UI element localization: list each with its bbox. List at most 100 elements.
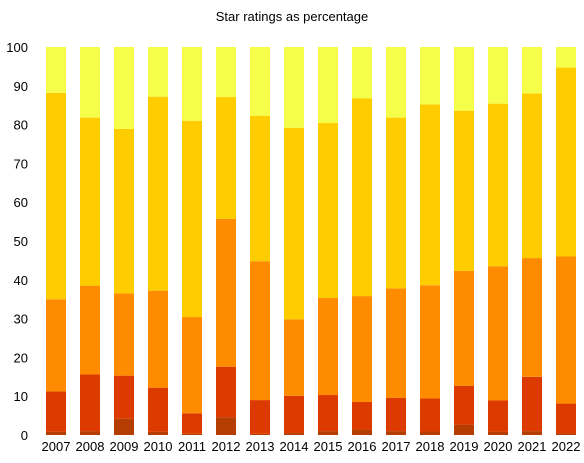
bar-segment-2012-s5 [216,47,236,98]
bar-segment-2015-s3 [318,298,338,396]
bar-segment-2007-s3 [46,299,66,392]
x-tick-label: 2012 [212,439,241,454]
bar-segment-2022-s2 [556,403,576,434]
bar-segment-2010-s2 [148,387,168,432]
y-tick-label: 40 [14,273,28,288]
bar-segment-2008-s1 [80,431,100,435]
x-tick-label: 2019 [450,439,479,454]
x-tick-label: 2020 [484,439,513,454]
bar-segment-2018-s2 [420,398,440,432]
bar-segment-2013-s5 [250,47,270,116]
bar-segment-2008-s5 [80,47,100,118]
bar-segment-2013-s2 [250,400,270,434]
bar-segment-2021-s2 [522,376,542,432]
bar-segment-2018-s4 [420,104,440,286]
bar-segment-2019-s2 [454,385,474,425]
bar-segment-2010-s4 [148,96,168,291]
x-tick-label: 2014 [280,439,309,454]
bar-segment-2021-s3 [522,258,542,377]
bar-segment-2016-s4 [352,98,372,297]
bar-segment-2021-s5 [522,47,542,94]
bar-segment-2017-s2 [386,397,406,432]
y-tick-label: 100 [6,40,28,55]
bar-segment-2009-s3 [114,293,134,376]
bar-segment-2014-s4 [284,127,304,320]
y-tick-label: 60 [14,195,28,210]
bar-segment-2011-s4 [182,120,202,318]
bar-segment-2019-s1 [454,424,474,435]
bar-segment-2007-s4 [46,92,66,300]
y-tick-label: 90 [14,79,28,94]
x-tick-label: 2022 [552,439,581,454]
bar-segment-2011-s5 [182,47,202,121]
bar-segment-2016-s5 [352,47,372,99]
bar-segment-2008-s4 [80,117,100,286]
bar-segment-2012-s2 [216,366,236,418]
x-tick-label: 2015 [314,439,343,454]
bar-segment-2011-s2 [182,413,202,434]
bar-segment-2020-s4 [488,103,508,267]
bar-segment-2009-s2 [114,375,134,419]
bar-segment-2012-s3 [216,218,236,367]
bar-segment-2018-s1 [420,431,440,435]
bar-segment-2015-s2 [318,395,338,432]
bar-segment-2013-s4 [250,115,270,262]
x-tick-label: 2018 [416,439,445,454]
bar-segment-2009-s4 [114,128,134,294]
bar-segment-2007-s5 [46,47,66,93]
bar-segment-2017-s4 [386,117,406,289]
x-tick-label: 2013 [246,439,275,454]
bar-segment-2009-s1 [114,418,134,435]
bar-segment-2017-s3 [386,288,406,398]
bar-segment-2013-s3 [250,261,270,401]
x-tick-label: 2007 [42,439,71,454]
bar-segment-2016-s3 [352,296,372,403]
bar-segment-2007-s2 [46,391,66,432]
bar-segment-2011-s1 [182,433,202,435]
bar-segment-2019-s4 [454,110,474,271]
x-tick-label: 2017 [382,439,411,454]
bar-segment-2009-s5 [114,47,134,129]
chart-title: Star ratings as percentage [215,9,369,24]
bar-segment-2022-s3 [556,256,576,404]
bar-segment-2017-s1 [386,431,406,435]
y-tick-label: 80 [14,118,28,133]
bar-segment-2020-s1 [488,431,508,435]
bar-segment-2010-s5 [148,47,168,97]
bar-segment-2021-s1 [522,431,542,435]
y-tick-label: 10 [14,389,28,404]
x-tick-label: 2016 [348,439,377,454]
bar-segment-2020-s2 [488,400,508,432]
bar-segment-2021-s4 [522,93,542,259]
bar-segment-2022-s4 [556,67,576,257]
bar-segment-2011-s3 [182,317,202,414]
bar-segment-2020-s3 [488,266,508,401]
y-tick-label: 30 [14,312,28,327]
bar-segment-2019-s5 [454,47,474,111]
y-tick-label: 20 [14,350,28,365]
bar-segment-2008-s3 [80,285,100,375]
x-tick-label: 2009 [110,439,139,454]
bar-segment-2018-s5 [420,47,440,105]
bar-segment-2010-s1 [148,431,168,435]
bar-segment-2015-s5 [318,47,338,124]
bar-segment-2017-s5 [386,47,406,118]
bar-segment-2012-s4 [216,97,236,219]
bar-segment-2016-s1 [352,429,372,435]
x-tick-label: 2011 [178,439,206,454]
bar-segment-2015-s1 [318,431,338,435]
bar-segment-2022-s1 [556,433,576,435]
y-tick-label: 70 [14,156,28,171]
y-tick-label: 50 [14,234,28,249]
bar-segment-2022-s5 [556,47,576,68]
bar-segment-2018-s3 [420,285,440,399]
bar-segment-2014-s5 [284,47,304,128]
bar-segment-2014-s1 [284,433,304,435]
x-tick-label: 2008 [76,439,105,454]
x-tick-label: 2021 [518,439,547,454]
bar-segment-2014-s2 [284,395,304,434]
bar-segment-2010-s3 [148,290,168,388]
x-tick-label: 2010 [144,439,173,454]
